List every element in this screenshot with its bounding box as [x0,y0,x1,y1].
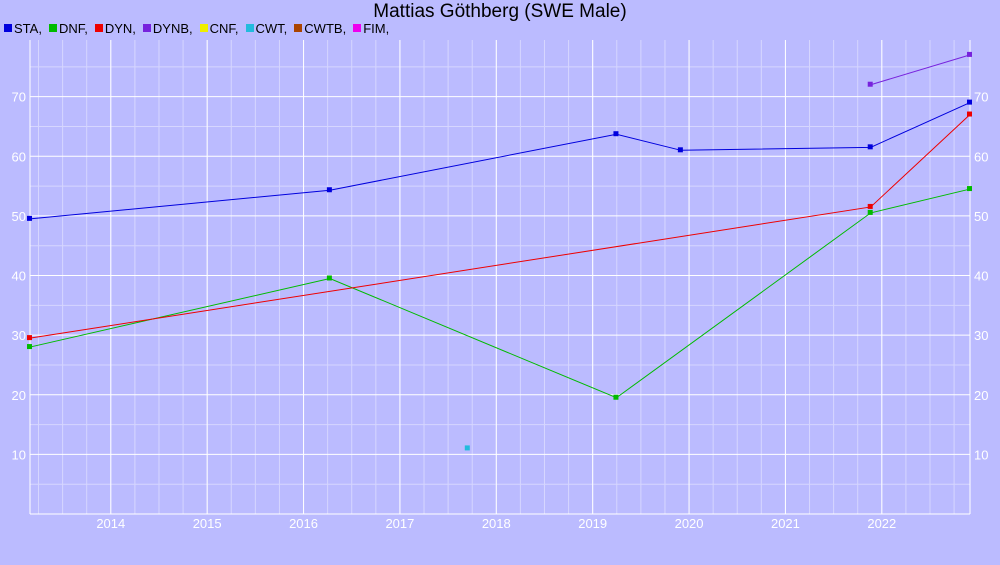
x-tick-label: 2018 [482,516,511,531]
x-tick-label: 2020 [675,516,704,531]
y-tick-label-right: 70 [974,90,988,105]
legend-item-cwtb: CWTB, [294,20,346,36]
data-point-cwt [464,445,470,451]
data-point-sta [326,187,332,193]
legend-swatch [4,24,12,32]
y-tick-label-right: 10 [974,447,988,462]
x-tick-label: 2022 [867,516,896,531]
y-tick-label-right: 50 [974,209,988,224]
x-tick-label: 2019 [578,516,607,531]
y-tick-label-left: 50 [12,209,26,224]
data-point-sta [967,99,972,105]
legend-swatch [294,24,303,32]
legend-item-cwt: CWT, [245,20,288,36]
data-point-dyn [27,335,32,341]
legend-item-dnf: DNF, [48,20,88,36]
legend-label: CNF, [209,20,239,36]
data-point-dnf [27,344,32,350]
legend-label: DYN, [104,20,136,36]
x-tick-label: 2021 [771,516,800,531]
data-point-dnf [613,394,619,400]
legend-swatch [245,24,254,32]
y-tick-label-left: 40 [12,269,26,284]
data-point-dnf [326,275,332,281]
data-point-dnf [867,209,873,215]
legend-item-dynb: DYNB, [142,20,193,36]
series-line-dnf [29,188,971,399]
legend-swatch [353,24,362,32]
y-tick-label-right: 40 [974,269,988,284]
series-line-dynb [870,54,971,86]
legend-label: STA, [14,20,42,36]
data-point-dynb [967,51,972,57]
data-point-sta [677,147,683,153]
data-point-dynb [867,81,873,87]
chart-title: Mattias Göthberg (SWE Male) [373,1,627,22]
y-tick-label-left: 60 [12,149,26,164]
y-tick-label-left: 70 [12,90,26,105]
y-tick-label-left: 10 [12,447,26,462]
legend-item-dyn: DYN, [94,20,136,36]
x-tick-label: 2014 [96,516,125,531]
legend-label: DYNB, [152,20,193,36]
x-tick-label: 2016 [289,516,318,531]
y-tick-label-right: 60 [974,149,988,164]
data-point-dyn [867,203,873,209]
data-point-sta [613,131,619,137]
legend-label: CWTB, [304,20,347,36]
y-tick-label-left: 20 [12,388,26,403]
y-tick-label-right: 30 [974,328,988,343]
data-point-dnf [967,186,972,192]
x-tick-label: 2015 [193,516,222,531]
x-tick-label: 2017 [385,516,414,531]
data-point-dyn [967,111,972,117]
legend: STA, DNF, DYN, DYNB, CNF, CWT, CWTB, FIM, [4,20,389,36]
legend-label: DNF, [58,20,88,36]
legend-swatch [142,24,151,32]
legend-label: CWT, [255,20,288,36]
data-point-sta [867,144,873,150]
series-line-sta [29,102,971,220]
data-point-sta [27,215,32,221]
y-tick-label-left: 30 [12,328,26,343]
legend-item-sta: STA, [4,20,42,36]
legend-swatch [94,24,103,32]
y-tick-label-right: 20 [974,388,988,403]
legend-swatch [48,24,57,32]
legend-item-cnf: CNF, [199,20,239,36]
legend-label: FIM, [363,20,390,36]
legend-swatch [199,24,208,32]
legend-item-fim: FIM, [353,20,389,36]
